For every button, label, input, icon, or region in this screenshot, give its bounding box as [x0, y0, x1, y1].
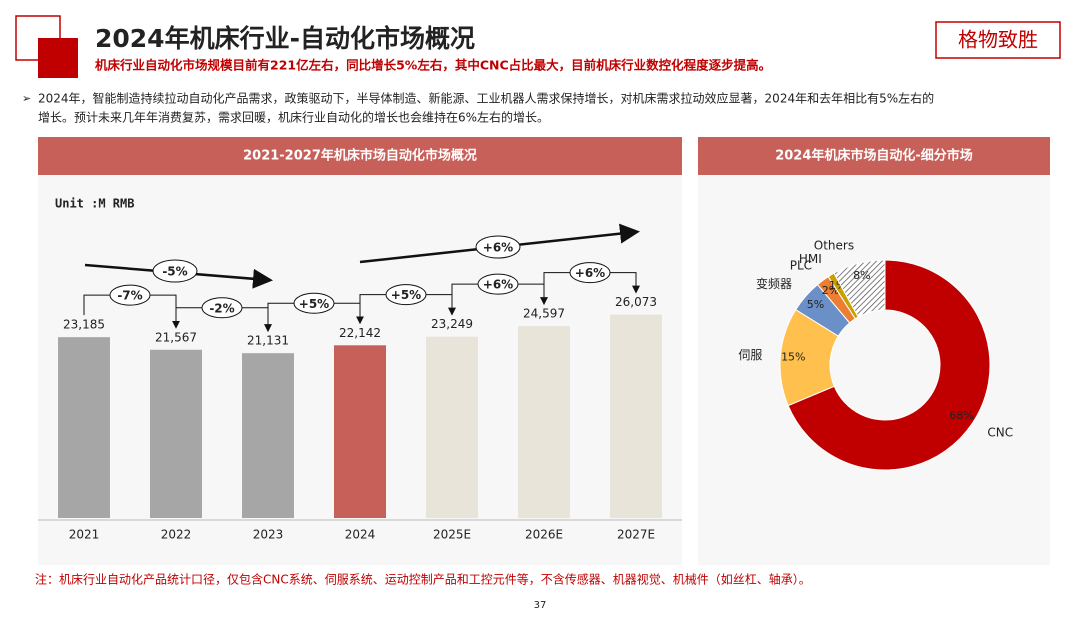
slice-value: 5% [807, 298, 824, 311]
decor [38, 38, 78, 78]
growth-label: -7% [117, 289, 142, 303]
growth-bubble [569, 262, 611, 284]
growth-label: -2% [209, 301, 234, 315]
growth-label: +6% [575, 266, 605, 280]
trend-bubble [152, 259, 198, 283]
value-label: 23,185 [63, 318, 105, 332]
slice-label: CNC [987, 426, 1013, 440]
slice-label: Others [814, 238, 854, 252]
bar [242, 353, 294, 518]
chart-title: 2024年机床市场自动化-细分市场 [775, 148, 973, 164]
panel-header [698, 137, 1050, 175]
bullet: ➢ [22, 92, 31, 105]
slice-label: HMI [799, 252, 822, 266]
x-tick-label: 2022 [161, 528, 192, 542]
growth-bubble [201, 297, 243, 319]
page-number: 37 [534, 600, 547, 611]
logo-box [935, 21, 1061, 59]
growth-label: +6% [483, 278, 513, 292]
slice-label: 伺服 [738, 348, 762, 362]
donut-slice [833, 259, 886, 318]
bar [150, 349, 202, 518]
value-label: 24,597 [523, 307, 565, 321]
slice-value: 68% [949, 409, 973, 422]
x-tick-label: 2023 [253, 528, 284, 542]
panel-header [38, 137, 682, 175]
bar [610, 314, 662, 518]
value-label: 22,142 [339, 326, 381, 340]
x-tick-label: 2021 [69, 528, 100, 542]
trend-bubble [475, 235, 521, 259]
value-label: 26,073 [615, 295, 657, 309]
slice-value: 15% [781, 351, 805, 364]
body-line: 增长。预计未来几年年消费复苏，需求回暖，机床行业自动化的增长也会维持在6%左右的… [38, 110, 549, 125]
slice-value: 8% [853, 269, 870, 282]
trend-label: +6% [483, 241, 513, 255]
bar [426, 336, 478, 518]
growth-label: +5% [391, 288, 421, 302]
x-tick-label: 2024 [345, 528, 376, 542]
growth-label: +5% [299, 297, 329, 311]
bar [58, 337, 110, 518]
slice-label: PLC [790, 258, 812, 272]
growth-bubble [293, 292, 335, 314]
chart-title: 2021-2027年机床市场自动化市场概况 [243, 148, 477, 164]
growth-bubble [385, 284, 427, 306]
trend-label: -5% [162, 265, 187, 279]
body-line: 2024年，智能制造持续拉动自动化产品需求，政策驱动下，半导体制造、新能源、工业… [38, 91, 934, 106]
value-label: 21,131 [247, 334, 289, 348]
value-label: 23,249 [431, 317, 473, 331]
x-tick-label: 2027E [617, 528, 655, 542]
donut-slice [787, 259, 991, 471]
x-tick-label: 2025E [433, 528, 471, 542]
growth-bubble [477, 273, 519, 295]
value-label: 21,567 [155, 330, 197, 344]
bar [334, 345, 386, 518]
logo: 格物致胜 [958, 28, 1038, 52]
unit: Unit :M RMB [55, 197, 134, 211]
footnote: 注：机床行业自动化产品统计口径，仅包含CNC系统、伺服系统、运动控制产品和工控元… [35, 572, 811, 587]
bar [518, 326, 570, 518]
panel [698, 137, 1050, 565]
x-tick-label: 2026E [525, 528, 563, 542]
subtitle: 机床行业自动化市场规模目前有221亿左右，同比增长5%左右，其中CNC占比最大，… [95, 58, 771, 73]
growth-bubble [109, 284, 151, 306]
title: 2024年机床行业-自动化市场概况 [95, 24, 475, 53]
slice-label: 变频器 [756, 276, 792, 291]
